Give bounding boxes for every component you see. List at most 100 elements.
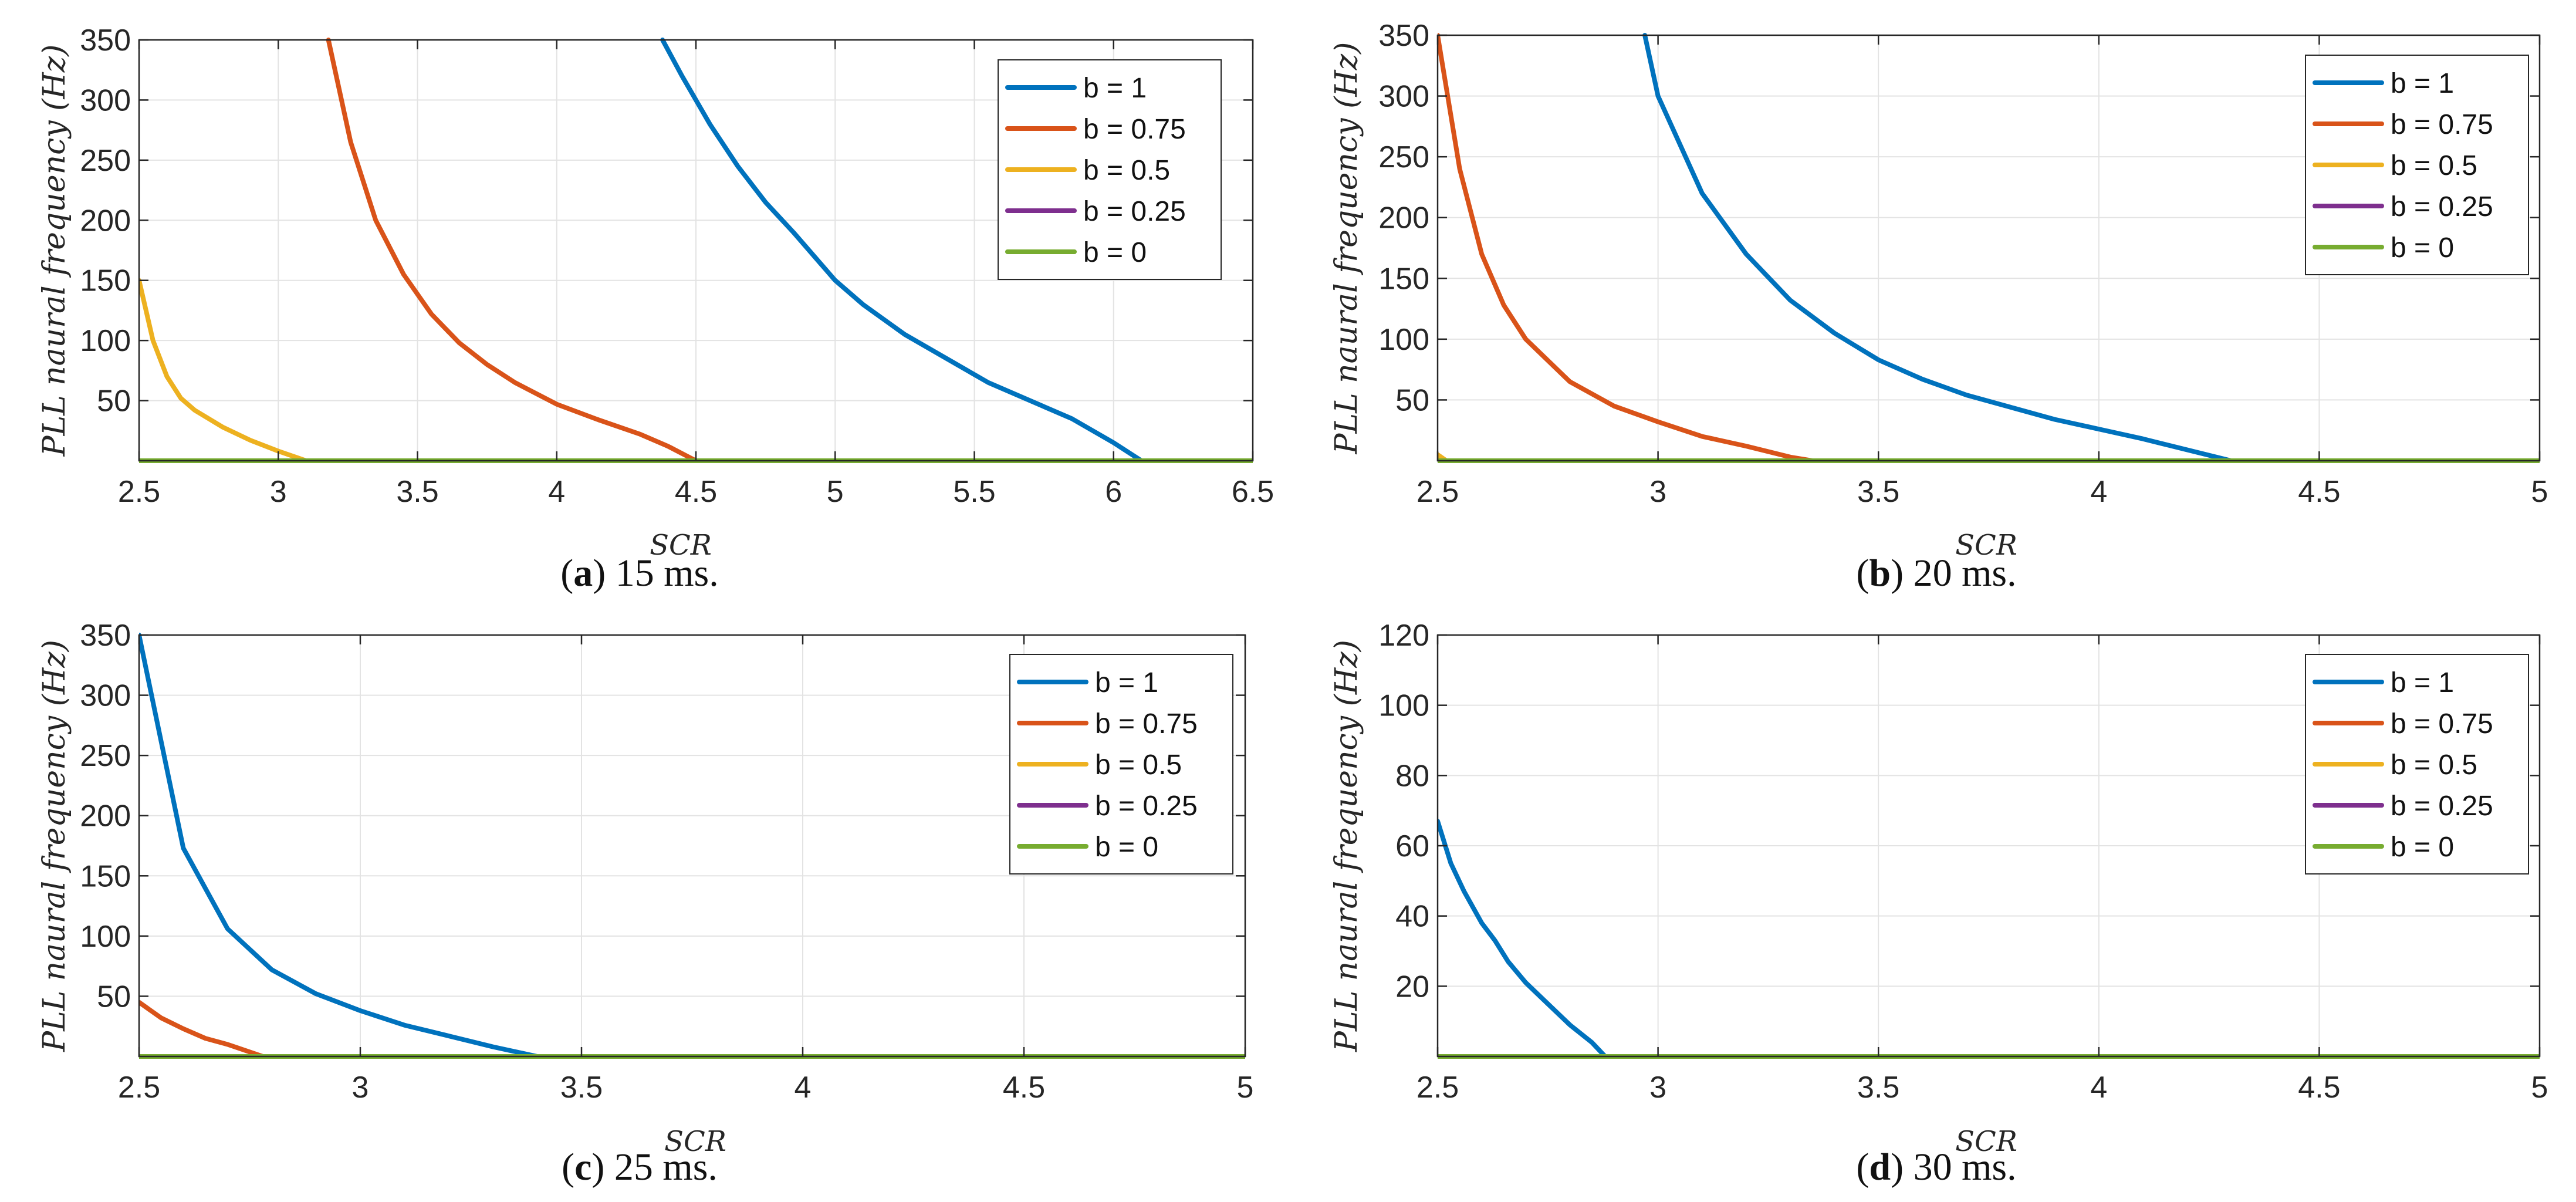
series-line-d-0 (1438, 819, 1608, 1059)
x-tick-label-a-2: 3.5 (396, 475, 438, 509)
x-tick-label-d-2: 3.5 (1857, 1071, 1899, 1105)
caption-letter-c: c (574, 1146, 591, 1189)
legend-label-a-0: b = 1 (1083, 73, 1147, 104)
y-tick-label-b-1: 100 (1378, 323, 1429, 357)
x-axis-label-d: SCR (1955, 1125, 2017, 1158)
x-axis-label-c: SCR (664, 1125, 726, 1158)
caption-letter-b: b (1869, 552, 1891, 595)
x-tick-label-a-3: 4 (548, 475, 565, 509)
y-tick-label-a-3: 200 (80, 204, 131, 238)
chart-panel-b: 2.5 3 3.5 4 4.5 5 50 100 150 200 250 300 350 PLL naur… (1329, 19, 2548, 595)
x-tick-label-c-3: 4 (795, 1071, 812, 1105)
caption-text-a: 15 ms. (616, 552, 719, 595)
chart-panel-a: 2.5 3 3.5 4 4.5 5 5.5 6 6.5 50 100 150 200 250 300 350P… (37, 23, 1274, 595)
x-tick-label-a-7: 6 (1105, 475, 1122, 509)
x-tick-label-b-1: 3 (1649, 475, 1666, 509)
x-tick-label-c-0: 2.5 (118, 1071, 160, 1105)
x-tick-label-b-0: 2.5 (1417, 475, 1459, 509)
legend-label-b-0: b = 1 (2391, 68, 2454, 99)
y-tick-label-d-2: 60 (1395, 829, 1429, 863)
panel-caption-b: (b) 20 ms. (1856, 552, 2016, 595)
y-tick-label-c-5: 300 (80, 679, 131, 713)
axes-box-c (138, 634, 1246, 1058)
caption-letter-a: a (573, 552, 593, 595)
series-line-c-1 (139, 1000, 266, 1059)
caption-open-paren-b: ( (1856, 552, 1869, 595)
y-tick-label-b-0: 50 (1395, 383, 1429, 417)
caption-open-paren-c: ( (562, 1146, 574, 1189)
series-line-c-0 (139, 633, 540, 1059)
chart-panel-d: 2.5 3 3.5 4 4.5 5 20 40 60 80 100 120 PLL naural fre… (1329, 619, 2548, 1189)
x-tick-label-d-1: 3 (1649, 1071, 1666, 1105)
x-tick-label-b-4: 4.5 (2298, 475, 2340, 509)
caption-open-paren-a: ( (560, 552, 573, 595)
x-tick-label-d-3: 4 (2090, 1071, 2107, 1105)
legend-label-b-1: b = 0.75 (2391, 109, 2493, 140)
x-tick-label-c-4: 4.5 (1003, 1071, 1045, 1105)
legend-label-c-1: b = 0.75 (1095, 708, 1198, 740)
x-tick-label-a-6: 5.5 (953, 475, 995, 509)
x-tick-label-c-5: 5 (1237, 1071, 1254, 1105)
caption-close-paren-d: ) (1891, 1146, 1913, 1189)
legend-label-a-1: b = 0.75 (1083, 114, 1186, 145)
y-tick-label-d-5: 120 (1378, 619, 1429, 653)
legend-label-d-0: b = 1 (2391, 667, 2454, 698)
y-tick-label-a-1: 100 (80, 324, 131, 358)
x-tick-label-c-1: 3 (352, 1071, 369, 1105)
caption-close-paren-c: ) (591, 1146, 614, 1189)
x-axis-label-b: SCR (1955, 529, 2017, 562)
x-tick-label-a-4: 4.5 (675, 475, 717, 509)
y-axis-label-d: PLL naural frequency (Hz) (1329, 640, 1364, 1052)
legend-label-d-3: b = 0.25 (2391, 791, 2493, 822)
y-axis-label-a: PLL naural frequency (Hz) (37, 45, 72, 457)
y-tick-label-c-2: 150 (80, 859, 131, 893)
y-tick-label-d-0: 20 (1395, 970, 1429, 1004)
series-line-a-2 (139, 278, 309, 463)
y-tick-label-a-6: 350 (80, 23, 131, 58)
caption-text-c: 25 ms. (614, 1146, 718, 1189)
caption-close-paren-a: ) (593, 552, 615, 595)
x-tick-label-b-5: 5 (2531, 475, 2548, 509)
series-line-b-0 (1642, 33, 2234, 463)
series-line-a-1 (326, 38, 698, 463)
legend-label-b-2: b = 0.5 (2391, 150, 2477, 181)
x-tick-label-b-3: 4 (2090, 475, 2107, 509)
legend-label-d-4: b = 0 (2391, 832, 2454, 863)
y-tick-label-d-4: 100 (1378, 689, 1429, 723)
y-tick-label-b-4: 250 (1378, 140, 1429, 174)
legend-label-c-4: b = 0 (1095, 832, 1158, 863)
y-tick-label-b-3: 200 (1378, 201, 1429, 235)
y-tick-label-b-5: 300 (1378, 80, 1429, 114)
y-tick-label-c-0: 50 (97, 980, 131, 1014)
x-tick-label-a-1: 3 (270, 475, 287, 509)
y-tick-label-c-6: 350 (80, 619, 131, 653)
caption-text-d: 30 ms. (1914, 1146, 2017, 1189)
x-axis-label-a: SCR (650, 529, 712, 562)
x-tick-label-a-5: 5 (827, 475, 844, 509)
y-tick-label-a-5: 300 (80, 83, 131, 117)
y-tick-label-d-3: 80 (1395, 759, 1429, 793)
panel-caption-d: (d) 30 ms. (1856, 1146, 2016, 1189)
x-tick-label-a-8: 6.5 (1232, 475, 1274, 509)
y-tick-label-a-4: 250 (80, 144, 131, 178)
y-axis-label-c: PLL naural frequency (Hz) (37, 640, 72, 1052)
x-tick-label-d-4: 4.5 (2298, 1071, 2340, 1105)
panel-caption-c: (c) 25 ms. (562, 1146, 718, 1189)
caption-close-paren-b: ) (1891, 552, 1913, 595)
y-tick-label-d-1: 40 (1395, 900, 1429, 934)
caption-letter-d: d (1869, 1146, 1891, 1189)
y-tick-label-c-1: 100 (80, 920, 131, 954)
panel-caption-a: (a) 15 ms. (560, 552, 719, 595)
series-line-b-1 (1438, 33, 1815, 463)
y-tick-label-a-0: 50 (97, 384, 131, 418)
x-tick-label-b-2: 3.5 (1857, 475, 1899, 509)
y-tick-label-b-2: 150 (1378, 262, 1429, 296)
x-tick-label-d-5: 5 (2531, 1071, 2548, 1105)
y-tick-label-b-6: 350 (1378, 19, 1429, 53)
x-tick-label-a-0: 2.5 (118, 475, 160, 509)
y-axis-label-b: PLL naural frequency (Hz) (1329, 42, 1364, 455)
caption-text-b: 20 ms. (1914, 552, 2017, 595)
caption-open-paren-d: ( (1856, 1146, 1869, 1189)
